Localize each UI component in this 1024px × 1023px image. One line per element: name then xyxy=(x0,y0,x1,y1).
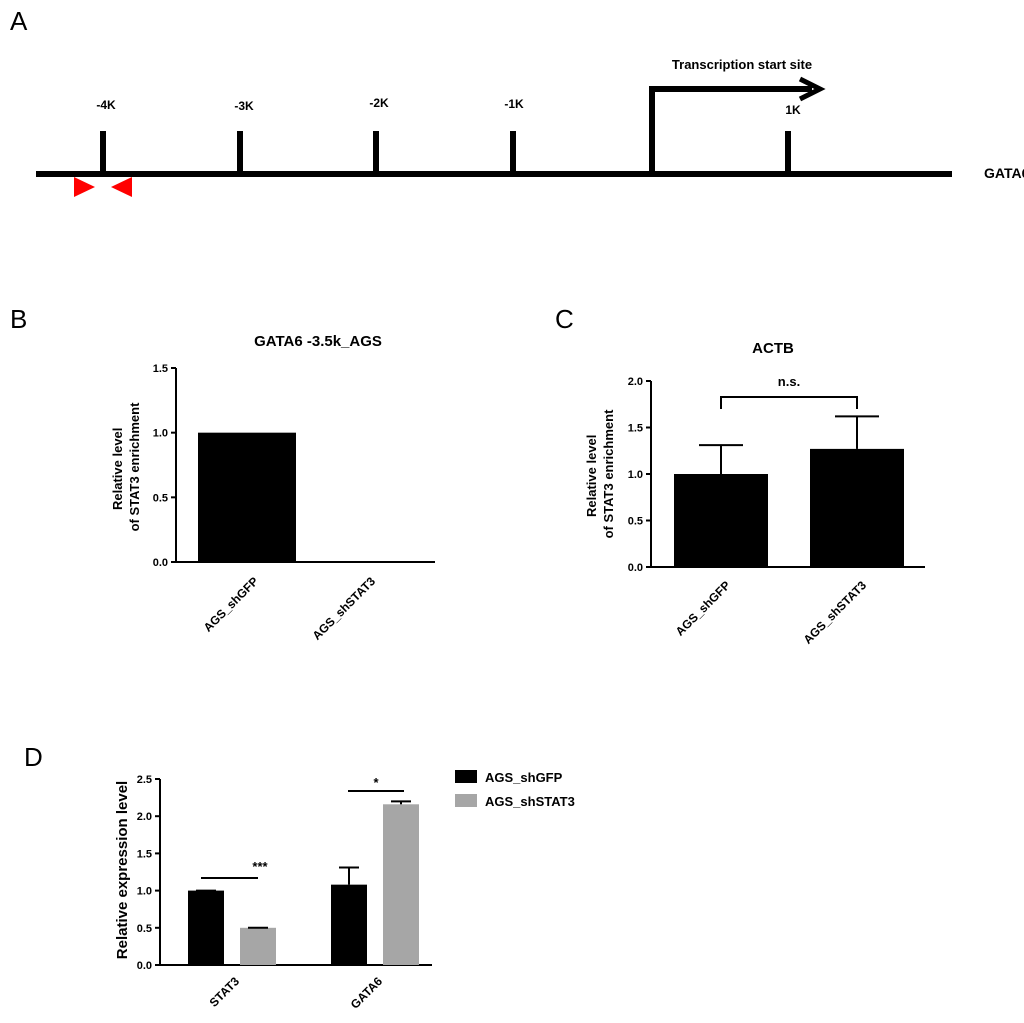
chart-c-ylabel: Relative level of STAT3 enrichment xyxy=(584,409,616,538)
tick-mark-minus-1k xyxy=(510,131,516,174)
legend-label-shstat3: AGS_shSTAT3 xyxy=(485,794,575,809)
tss-arrowhead-icon xyxy=(798,76,826,102)
tick-mark-1k xyxy=(785,131,791,174)
chart-d-bar xyxy=(383,804,419,965)
chart-b-ylabel: Relative level of STAT3 enrichment xyxy=(110,402,142,531)
chart-c-bar xyxy=(810,448,904,567)
panel-a-letter: A xyxy=(10,6,28,36)
legend-swatch-shstat3 xyxy=(455,794,477,807)
tss-arrow-shaft xyxy=(649,86,812,174)
tick-mark-minus-4k xyxy=(100,131,106,174)
panel-c-letter: C xyxy=(555,304,574,334)
reverse-primer-icon xyxy=(111,177,132,197)
chart-b-ylabel-line1: Relative level xyxy=(110,428,125,510)
forward-primer-icon xyxy=(74,177,95,197)
chart-b-y-tick-label: 1.5 xyxy=(153,363,168,375)
panel-b-letter: B xyxy=(10,304,27,334)
chart-c-x-tick-label: AGS_shGFP xyxy=(673,578,733,638)
chart-d-bar xyxy=(240,927,276,965)
chart-b-y-tick-label: 0.0 xyxy=(153,557,168,569)
tss-label: Transcription start site xyxy=(672,57,812,72)
chart-c-y-tick-label: 2.0 xyxy=(628,376,643,388)
chart-c-ylabel-line2: of STAT3 enrichment xyxy=(601,409,616,538)
chart-c-significance: n.s. xyxy=(778,374,800,389)
tick-label-1k: 1K xyxy=(785,103,801,117)
chart-c-y-tick-label: 0.5 xyxy=(628,516,643,528)
gene-diagram: GATA6 -4K -3K -2K -1K 1K Transcription s… xyxy=(36,57,1024,197)
chart-d-y-tick-label: 0.5 xyxy=(137,923,152,935)
chart-d-significance-stat3: *** xyxy=(252,859,268,874)
chart-b-title: GATA6 -3.5k_AGS xyxy=(254,333,382,350)
chart-c: ACTB Relative level of STAT3 enrichment … xyxy=(584,340,925,647)
chart-d-y-tick-label: 1.5 xyxy=(137,848,152,860)
chart-b-x-tick-label: AGS_shGFP xyxy=(201,574,261,634)
chart-c-y-tick-label: 1.5 xyxy=(628,423,643,435)
chart-c-title: ACTB xyxy=(752,340,794,357)
chart-d-bar xyxy=(188,890,224,965)
chart-b-ylabel-line2: of STAT3 enrichment xyxy=(127,402,142,531)
tick-mark-minus-2k xyxy=(373,131,379,174)
chart-c-significance-bracket xyxy=(720,396,858,409)
chart-c-x-tick-label: AGS_shSTAT3 xyxy=(801,578,870,647)
chart-d-legend: AGS_shGFP AGS_shSTAT3 xyxy=(455,770,575,809)
tick-label-minus-1k: -1K xyxy=(504,97,524,111)
tick-label-minus-3k: -3K xyxy=(234,99,254,113)
chart-c-y-tick-label: 1.0 xyxy=(628,469,643,481)
chart-d: Relative expression level *** * AGS_shGF… xyxy=(114,770,575,1012)
chart-d-ylabel: Relative expression level xyxy=(114,781,131,959)
chart-d-y-tick-label: 2.5 xyxy=(137,774,152,786)
legend-swatch-shgfp xyxy=(455,770,477,783)
chart-b-bar xyxy=(198,432,296,562)
chart-d-x-tick-label: GATA6 xyxy=(348,974,386,1012)
chart-c-y-tick-label: 0.0 xyxy=(628,562,643,574)
tick-mark-minus-3k xyxy=(237,131,243,174)
chart-d-y-tick-label: 1.0 xyxy=(137,886,152,898)
chart-b-y-tick-label: 1.0 xyxy=(153,428,168,440)
chart-c-ylabel-line1: Relative level xyxy=(584,435,599,517)
chart-b-y-tick-label: 0.5 xyxy=(153,492,168,504)
legend-label-shgfp: AGS_shGFP xyxy=(485,770,563,785)
gene-label: GATA6 xyxy=(984,165,1024,181)
chart-d-bar xyxy=(331,884,367,965)
chart-d-significance-gata6: * xyxy=(373,775,379,790)
chart-b-x-tick-label: AGS_shSTAT3 xyxy=(310,574,379,643)
chart-c-bar xyxy=(674,474,768,567)
chart-d-y-tick-label: 2.0 xyxy=(137,811,152,823)
chart-d-x-tick-label: STAT3 xyxy=(207,974,243,1010)
chart-d-y-tick-label: 0.0 xyxy=(137,960,152,972)
tick-label-minus-2k: -2K xyxy=(369,96,389,110)
tick-label-minus-4k: -4K xyxy=(96,98,116,112)
chart-b: GATA6 -3.5k_AGS Relative level of STAT3 … xyxy=(110,333,435,643)
panel-d-letter: D xyxy=(24,742,43,772)
